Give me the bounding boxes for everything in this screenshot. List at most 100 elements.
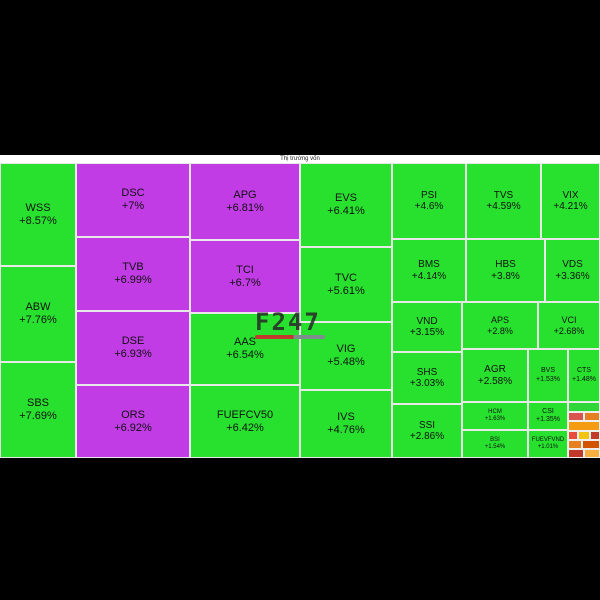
tile-change: +4.6%	[414, 201, 444, 212]
tile-change: +2.68%	[553, 325, 585, 336]
treemap-tile-psi[interactable]: PSI +4.6%	[392, 163, 466, 239]
treemap-mini-tile[interactable]	[582, 440, 600, 449]
tile-change: +6.42%	[226, 421, 264, 434]
treemap-tile-sbs[interactable]: SBS +7.69%	[0, 362, 76, 458]
tile-change: +4.21%	[553, 201, 588, 212]
treemap-tile-tvb[interactable]: TVB +6.99%	[76, 237, 190, 311]
treemap-tile-vix[interactable]: VIX +4.21%	[541, 163, 600, 239]
tile-symbol: PSI	[420, 189, 438, 201]
page-title: Thị trường vốn	[0, 155, 600, 163]
tile-symbol: FUEFCV50	[216, 408, 274, 421]
treemap-tile-fuevfvnd[interactable]: FUEVFVND +1.01%	[528, 430, 568, 458]
tile-change: +6.41%	[327, 205, 365, 217]
treemap-tile-vnd[interactable]: VND +3.15%	[392, 302, 462, 352]
tile-change: +4.59%	[486, 201, 521, 212]
tile-symbol: FUEVFVND	[531, 437, 565, 444]
tile-change: +3.15%	[409, 327, 445, 338]
tile-symbol: BMS	[418, 259, 440, 270]
treemap-mini-tile[interactable]	[590, 431, 600, 440]
treemap-tile-tvs[interactable]: TVS +4.59%	[466, 163, 541, 239]
tile-symbol: CSI	[542, 407, 554, 415]
tile-symbol: ABW	[25, 301, 51, 314]
treemap-tile-hbs[interactable]: HBS +3.8%	[466, 239, 545, 302]
treemap-mini-tile[interactable]	[568, 421, 600, 431]
tile-symbol: VCI	[561, 315, 577, 326]
tile-symbol: TVB	[122, 261, 144, 274]
treemap-tile-ors[interactable]: ORS +6.92%	[76, 385, 190, 458]
treemap-mini-tile[interactable]	[568, 440, 582, 449]
tile-symbol: AGR	[484, 364, 506, 375]
treemap-tile-tci[interactable]: TCI +6.7%	[190, 240, 300, 313]
tile-symbol: SSI	[418, 419, 436, 431]
treemap-tile-hcm[interactable]: HCM +1.63%	[462, 402, 528, 430]
treemap-mini-tile[interactable]	[568, 431, 578, 440]
treemap-tile-fuefcv50[interactable]: FUEFCV50 +6.42%	[190, 385, 300, 458]
tile-symbol: HCM	[488, 409, 502, 416]
treemap-tile-vci[interactable]: VCI +2.68%	[538, 302, 600, 349]
treemap-mini-tile[interactable]	[568, 402, 600, 412]
tile-change: +6.7%	[229, 276, 261, 289]
tile-symbol: DSC	[121, 187, 145, 200]
treemap-tile-shs[interactable]: SHS +3.03%	[392, 352, 462, 404]
treemap-mini-tile[interactable]	[584, 412, 600, 421]
treemap: WSS +8.57% ABW +7.76% SBS +7.69% DSC +7% TVB +6.9…	[0, 163, 600, 458]
tile-change: +1.35%	[536, 416, 560, 423]
tile-change: +2.8%	[487, 325, 513, 336]
tile-symbol: DSE	[121, 335, 145, 348]
tile-change: +6.92%	[114, 421, 152, 434]
tile-symbol: HBS	[495, 259, 516, 270]
treemap-tile-csi[interactable]: CSI +1.35%	[528, 402, 568, 430]
treemap-tile-cts[interactable]: CTS +1.48%	[568, 349, 600, 402]
tile-symbol: VDS	[562, 259, 583, 270]
treemap-tile-ivs[interactable]: IVS +4.76%	[300, 390, 392, 458]
treemap-mini-tile[interactable]	[578, 431, 590, 440]
treemap-tile-aas[interactable]: AAS +6.54%	[190, 313, 300, 385]
tile-symbol: TVC	[335, 271, 357, 284]
tile-change: +3.36%	[555, 270, 590, 282]
tile-symbol: AAS	[233, 336, 256, 349]
tile-change: +8.57%	[19, 214, 57, 227]
tile-change: +1.48%	[572, 375, 596, 383]
treemap-tile-dsc[interactable]: DSC +7%	[76, 163, 190, 237]
treemap-tile-bvs[interactable]: BVS +1.53%	[528, 349, 568, 402]
tile-change: +5.48%	[327, 356, 365, 368]
tile-symbol: SHS	[416, 366, 438, 378]
treemap-tile-apg[interactable]: APG +6.81%	[190, 163, 300, 240]
tile-change: +7.76%	[19, 314, 57, 326]
tile-change: +4.14%	[411, 270, 447, 282]
treemap-tile-evs[interactable]: EVS +6.41%	[300, 163, 392, 247]
treemap-tile-vds[interactable]: VDS +3.36%	[545, 239, 600, 302]
tile-change: +6.93%	[114, 348, 152, 360]
treemap-mini-tile[interactable]	[568, 449, 584, 458]
tile-symbol: EVS	[334, 192, 357, 205]
tile-symbol: CTS	[577, 367, 591, 375]
tile-change: +5.61%	[327, 284, 365, 297]
tile-change: +6.99%	[114, 274, 152, 286]
treemap-tile-bsi[interactable]: BSI +1.54%	[462, 430, 528, 458]
treemap-tile-tvc[interactable]: TVC +5.61%	[300, 247, 392, 322]
treemap-tile-abw[interactable]: ABW +7.76%	[0, 266, 76, 362]
treemap-tile-bms[interactable]: BMS +4.14%	[392, 239, 466, 302]
tile-symbol: ORS	[121, 408, 145, 421]
treemap-tile-agr[interactable]: AGR +2.58%	[462, 349, 528, 402]
treemap-tile-ssi[interactable]: SSI +2.86%	[392, 404, 462, 458]
tile-change: +7%	[121, 200, 145, 212]
treemap-tile-aps[interactable]: APS +2.8%	[462, 302, 538, 349]
tile-change: +1.53%	[536, 375, 560, 383]
tile-change: +6.81%	[226, 201, 264, 214]
treemap-tile-dse[interactable]: DSE +6.93%	[76, 311, 190, 385]
tile-symbol: IVS	[337, 411, 355, 424]
tile-change: +7.69%	[19, 410, 57, 422]
tile-change: +3.8%	[491, 270, 520, 282]
tile-change: +4.76%	[327, 424, 365, 436]
treemap-mini-tile[interactable]	[584, 449, 600, 458]
tile-symbol: VIX	[562, 189, 579, 201]
treemap-tile-vig[interactable]: VIG +5.48%	[300, 322, 392, 390]
tile-symbol: BVS	[540, 367, 555, 375]
treemap-tile-wss[interactable]: WSS +8.57%	[0, 163, 76, 266]
tile-change: +1.63%	[484, 416, 506, 422]
tile-symbol: TVS	[493, 189, 514, 201]
treemap-mini-tile[interactable]	[568, 412, 584, 421]
tile-symbol: BSI	[490, 437, 500, 444]
tile-change: +1.01%	[537, 444, 559, 450]
